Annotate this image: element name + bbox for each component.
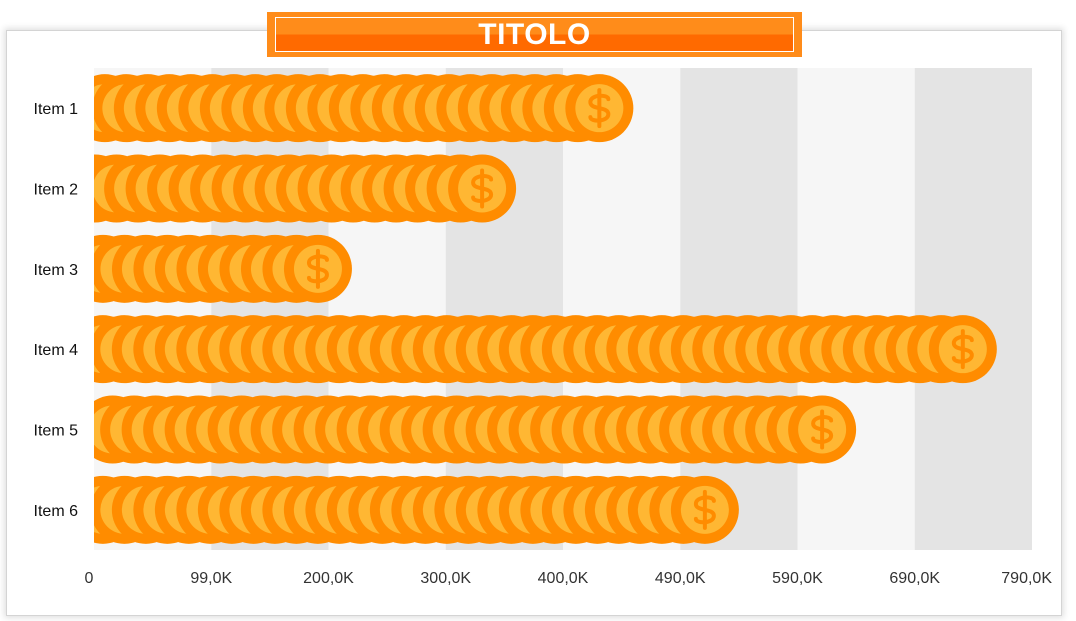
category-label: Item 5 [34,423,79,440]
category-label: Item 4 [34,342,79,359]
x-tick-label: 490,0K [655,570,706,587]
x-tick-label: 0 [85,570,94,587]
x-axis-tick-labels: 0 99,0K 200,0K 300,0K 400,0K 490,0K 590,0K 690,… [85,570,1053,587]
bar-6 [94,473,741,546]
title-banner-inner: TITOLO [275,17,794,52]
category-label: Item 6 [34,503,79,520]
bar-4 [94,313,999,386]
category-labels: Item 1 Item 2 Item 3 Item 4 Item 5 Item 6 [34,101,79,520]
grid-band [328,68,446,550]
grid-band [94,68,212,550]
bar-1 [94,72,636,145]
chart-title: TITOLO [478,17,591,51]
grid-band [797,68,915,550]
dollar-coin-icon [446,152,519,225]
grid-band [914,68,1032,550]
dollar-coin-icon [563,72,636,145]
category-label: Item 1 [34,101,79,118]
title-banner: TITOLO [267,12,802,57]
bar-3 [94,232,354,305]
grid-band [211,68,329,550]
bar-5 [94,393,859,466]
dollar-coin-icon [926,313,999,386]
grid-band [445,68,563,550]
bar-2 [94,152,519,225]
grid-bands [94,68,1032,550]
x-tick-label: 300,0K [420,570,471,587]
category-label: Item 3 [34,262,79,279]
x-tick-label: 99,0K [190,570,232,587]
dollar-coin-icon [786,393,859,466]
x-tick-label: 690,0K [889,570,940,587]
x-tick-label: 400,0K [538,570,589,587]
grid-band [563,68,681,550]
x-tick-label: 790,0K [1001,570,1052,587]
x-tick-label: 590,0K [772,570,823,587]
grid-band [680,68,798,550]
dollar-coin-icon [281,232,354,305]
dollar-coin-icon [668,473,741,546]
x-tick-label: 200,0K [303,570,354,587]
category-label: Item 2 [34,182,79,199]
